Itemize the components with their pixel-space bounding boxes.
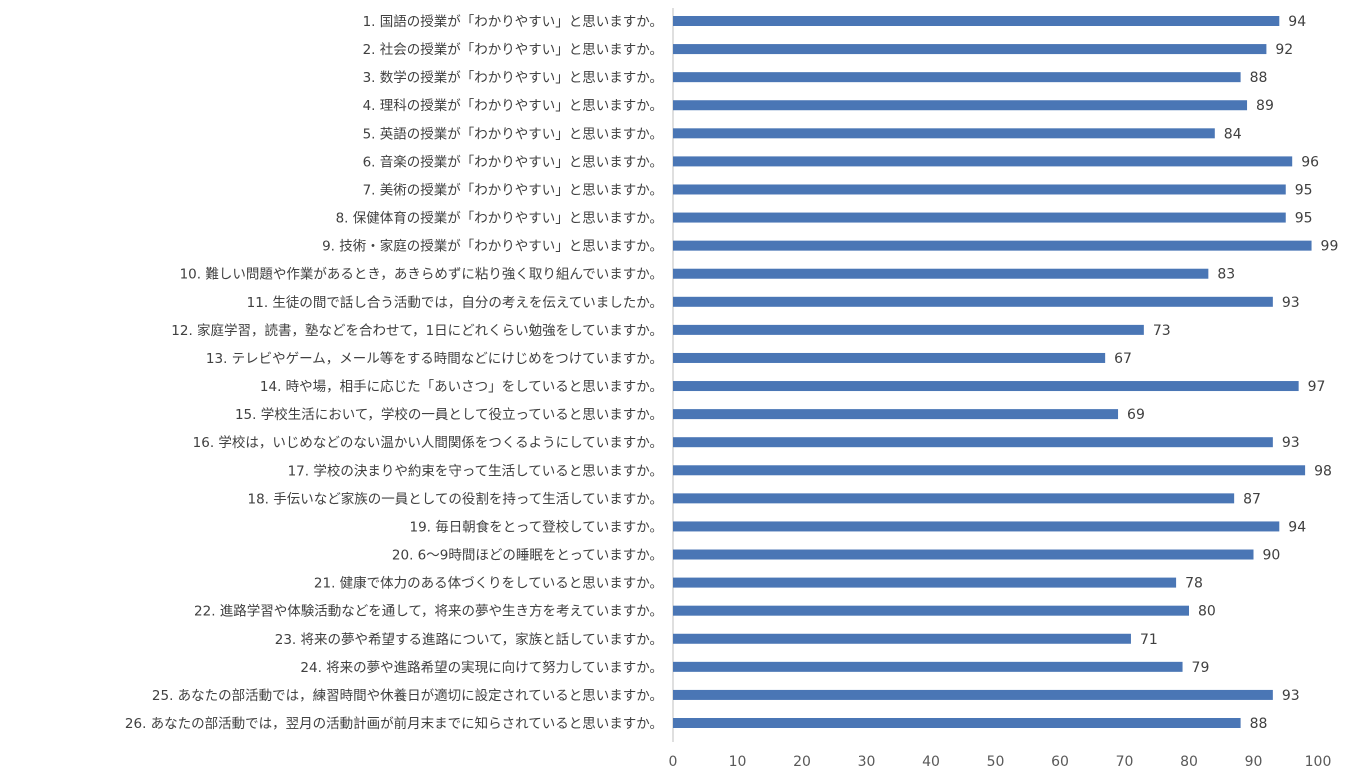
category-label-15: 15. 学校生活において，学校の一員として役立っていると思いますか。 [235, 406, 663, 423]
bar-24 [673, 661, 1183, 672]
value-label-15: 69 [1127, 407, 1145, 423]
category-label-20: 20. 6～9時間ほどの睡眠をとっていますか。 [392, 548, 663, 564]
category-label-11: 11. 生徒の間で話し合う活動では，自分の考えを伝えていましたか。 [247, 294, 663, 311]
value-label-2: 92 [1275, 42, 1293, 58]
value-label-12: 73 [1153, 323, 1171, 339]
value-label-20: 90 [1263, 548, 1281, 564]
value-label-7: 95 [1295, 182, 1313, 198]
category-label-5: 5. 英語の授業が「わかりやすい」と思いますか。 [363, 125, 663, 142]
x-tick-label-80: 80 [1180, 754, 1198, 770]
bar-16 [673, 437, 1273, 448]
bar-19 [673, 521, 1280, 532]
bar-22 [673, 605, 1189, 616]
bar-1 [673, 16, 1280, 26]
bar-6 [673, 156, 1293, 167]
value-label-13: 67 [1114, 351, 1132, 367]
value-label-14: 97 [1308, 379, 1326, 395]
bar-11 [673, 296, 1273, 307]
x-tick-label-70: 70 [1116, 754, 1134, 770]
bar-10 [673, 268, 1209, 279]
category-label-6: 6. 音楽の授業が「わかりやすい」と思いますか。 [363, 153, 663, 170]
x-axis-ticks: 0 10 20 30 40 50 60 70 80 90 100 [669, 754, 1332, 770]
bar-26 [673, 718, 1241, 728]
x-tick-label-60: 60 [1051, 754, 1069, 770]
category-labels: 1. 国語の授業が「わかりやすい」と思いますか。 2. 社会の授業が「わかりやすい… [125, 13, 663, 732]
value-label-11: 93 [1282, 295, 1300, 311]
category-label-14: 14. 時や場，相手に応じた「あいさつ」をしていると思いますか。 [260, 379, 663, 395]
category-label-3: 3. 数学の授業が「わかりやすい」と思いますか。 [363, 70, 663, 86]
value-label-5: 84 [1224, 126, 1242, 142]
value-label-16: 93 [1282, 435, 1300, 451]
value-label-25: 93 [1282, 688, 1300, 704]
bars [673, 16, 1312, 728]
category-label-9: 9. 技術・家庭の授業が「わかりやすい」と思いますか。 [322, 238, 663, 255]
category-label-7: 7. 美術の授業が「わかりやすい」と思いますか。 [363, 182, 663, 198]
category-label-2: 2. 社会の授業が「わかりやすい」と思いますか。 [363, 42, 663, 58]
category-label-18: 18. 手伝いなど家族の一員としての役割を持って生活していますか。 [247, 490, 663, 507]
category-label-17: 17. 学校の決まりや約束を守って生活していると思いますか。 [288, 462, 663, 479]
bar-14 [673, 381, 1299, 392]
category-label-10: 10. 難しい問題や作業があるとき，あきらめずに粘り強く取り組んでいますか。 [180, 267, 663, 283]
value-label-4: 89 [1256, 98, 1274, 114]
value-label-10: 83 [1217, 267, 1235, 283]
x-tick-label-40: 40 [922, 754, 940, 770]
category-label-13: 13. テレビやゲーム，メール等をする時間などにけじめをつけていますか。 [206, 350, 663, 367]
bar-20 [673, 549, 1254, 560]
value-label-6: 96 [1301, 154, 1319, 170]
value-label-24: 79 [1192, 660, 1210, 676]
category-label-24: 24. 将来の夢や進路希望の実現に向けて努力していますか。 [300, 660, 663, 676]
value-label-22: 80 [1198, 604, 1216, 620]
bar-8 [673, 212, 1286, 223]
category-label-8: 8. 保健体育の授業が「わかりやすい」と思いますか。 [336, 211, 663, 227]
value-label-8: 95 [1295, 211, 1313, 227]
bar-12 [673, 324, 1144, 335]
category-label-23: 23. 将来の夢や希望する進路について，家族と話していますか。 [275, 631, 663, 648]
value-label-9: 99 [1321, 239, 1339, 255]
value-label-1: 94 [1288, 14, 1306, 30]
x-tick-label-20: 20 [793, 754, 811, 770]
category-label-21: 21. 健康で体力のある体づくりをしていると思いますか。 [314, 575, 663, 592]
bar-2 [673, 44, 1267, 55]
category-label-4: 4. 理科の授業が「わかりやすい」と思いますか。 [363, 98, 663, 114]
value-label-17: 98 [1314, 463, 1332, 479]
value-label-26: 88 [1250, 716, 1268, 732]
bar-4 [673, 100, 1248, 111]
value-label-3: 88 [1250, 70, 1268, 86]
value-labels: 94 92 88 89 84 96 95 95 99 83 93 73 67 97 69 93 98 87 94 90… [1114, 14, 1338, 732]
category-label-12: 12. 家庭学習，読書，塾などを合わせて，1日にどれくらい勉強をしていますか。 [171, 322, 663, 339]
category-label-22: 22. 進路学習や体験活動などを通して，将来の夢や生き方を考えていますか。 [194, 604, 663, 620]
value-label-18: 87 [1243, 491, 1261, 507]
bar-9 [673, 240, 1312, 251]
bar-3 [673, 72, 1241, 83]
bar-21 [673, 577, 1177, 588]
bar-7 [673, 184, 1286, 195]
bar-23 [673, 633, 1131, 644]
x-tick-label-90: 90 [1245, 754, 1263, 770]
value-label-21: 78 [1185, 576, 1203, 592]
bar-13 [673, 352, 1106, 363]
category-label-19: 19. 毎日朝食をとって登校していますか。 [409, 518, 663, 535]
bar-17 [673, 465, 1306, 476]
x-tick-label-50: 50 [987, 754, 1005, 770]
bar-25 [673, 689, 1273, 700]
category-label-26: 26. あなたの部活動では，翌月の活動計画が前月末までに知らされていると思います… [125, 715, 663, 732]
bar-5 [673, 128, 1215, 139]
category-label-25: 25. あなたの部活動では，練習時間や休養日が適切に設定されていると思いますか。 [152, 687, 663, 704]
bar-15 [673, 409, 1119, 420]
x-tick-label-30: 30 [858, 754, 876, 770]
value-label-23: 71 [1140, 632, 1158, 648]
category-label-16: 16. 学校は，いじめなどのない温かい人間関係をつくるようにしていますか。 [193, 434, 663, 451]
x-tick-label-0: 0 [669, 754, 678, 770]
x-tick-label-10: 10 [729, 754, 747, 770]
bar-18 [673, 493, 1235, 504]
category-label-1: 1. 国語の授業が「わかりやすい」と思いますか。 [363, 13, 663, 30]
x-tick-label-100: 100 [1305, 754, 1332, 770]
value-label-19: 94 [1288, 519, 1306, 535]
